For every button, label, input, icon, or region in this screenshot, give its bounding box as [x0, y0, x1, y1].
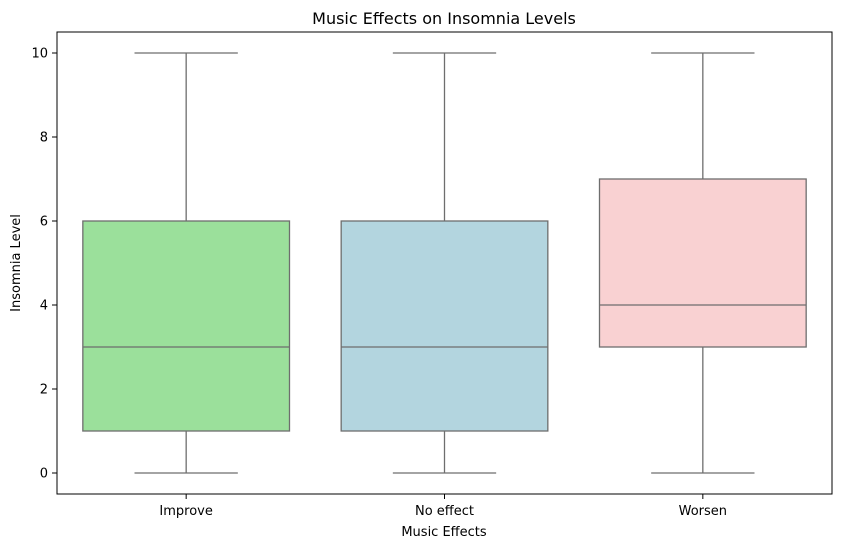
- iqr-box: [598, 178, 807, 348]
- box-improve: [82, 52, 291, 474]
- y-tick-label: 2: [40, 383, 48, 398]
- x-axis: Improve No effect Worsen: [159, 494, 727, 519]
- y-tick-label: 0: [40, 467, 48, 482]
- x-tick-label: Worsen: [679, 504, 727, 519]
- y-axis-label: Insomnia Level: [9, 214, 24, 312]
- x-tick-label: Improve: [159, 504, 212, 519]
- y-tick-label: 10: [31, 47, 48, 62]
- y-axis: 0 2 4 6 8 10: [31, 47, 57, 482]
- plot-area: [82, 52, 807, 474]
- box-no-effect: [340, 52, 549, 474]
- x-tick-label: No effect: [415, 504, 474, 519]
- y-tick-label: 6: [40, 215, 48, 230]
- y-tick-label: 4: [40, 299, 48, 314]
- x-axis-label: Music Effects: [401, 525, 487, 540]
- iqr-box: [82, 220, 291, 432]
- y-tick-label: 8: [40, 131, 48, 146]
- iqr-box: [340, 220, 549, 432]
- box-worsen: [598, 52, 807, 474]
- plot-frame: [56, 31, 833, 495]
- chart-title: Music Effects on Insomnia Levels: [312, 9, 576, 28]
